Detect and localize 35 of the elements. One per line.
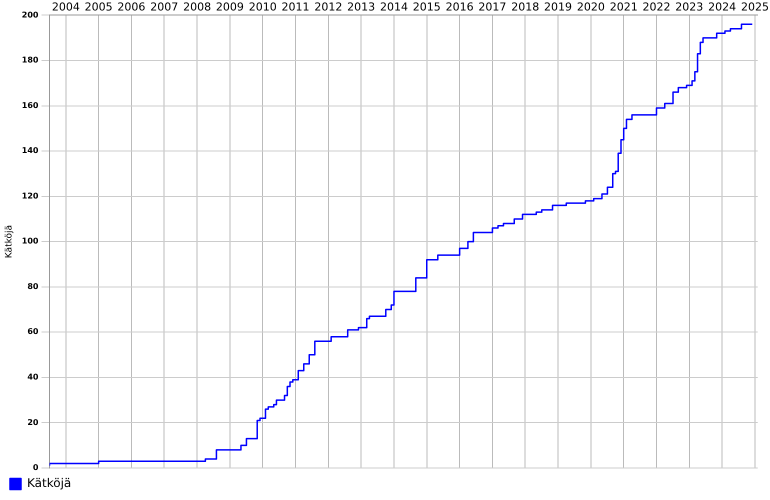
y-tick-label: 40 <box>27 372 39 382</box>
x-tick-label: 2018 <box>511 0 540 14</box>
x-tick-label: 2009 <box>216 0 244 14</box>
x-tick-label: 2021 <box>610 0 638 14</box>
y-tick-label: 20 <box>27 418 39 427</box>
x-tick-label: 2019 <box>544 0 572 14</box>
x-tick-label: 2012 <box>314 0 342 14</box>
x-tick-label: 2008 <box>183 0 212 14</box>
x-tick-label: 2004 <box>52 0 80 14</box>
x-tick-label: 2010 <box>248 0 277 14</box>
x-tick-label: 2022 <box>642 0 670 14</box>
legend-label: Kätköjä <box>27 476 72 490</box>
y-tick-label: 100 <box>22 236 39 246</box>
y-tick-label: 140 <box>22 146 39 156</box>
x-tick-label: 2017 <box>478 0 506 14</box>
y-tick-label: 80 <box>27 282 39 291</box>
x-tick-label: 2025 <box>740 0 769 14</box>
y-tick-label: 160 <box>22 100 39 110</box>
x-tick-label: 2013 <box>347 0 376 14</box>
x-tick-label: 2005 <box>84 0 113 14</box>
x-tick-label: 2015 <box>412 0 441 14</box>
x-tick-label: 2011 <box>281 0 310 14</box>
y-tick-label: 200 <box>22 10 39 20</box>
y-tick-label: 180 <box>22 56 39 65</box>
x-tick-label: 2020 <box>576 0 605 14</box>
x-tick-label: 2023 <box>675 0 704 14</box>
x-tick-label: 2024 <box>708 0 736 14</box>
y-tick-label: 0 <box>32 463 39 472</box>
x-tick-label: 2014 <box>380 0 408 14</box>
x-tick-label: 2006 <box>117 0 146 14</box>
y-tick-label: 60 <box>27 327 39 336</box>
y-axis-title: Kätköjä <box>4 225 15 258</box>
x-tick-label: 2016 <box>446 0 474 14</box>
y-tick-label: 120 <box>22 191 39 200</box>
x-tick-label: 2007 <box>150 0 178 14</box>
